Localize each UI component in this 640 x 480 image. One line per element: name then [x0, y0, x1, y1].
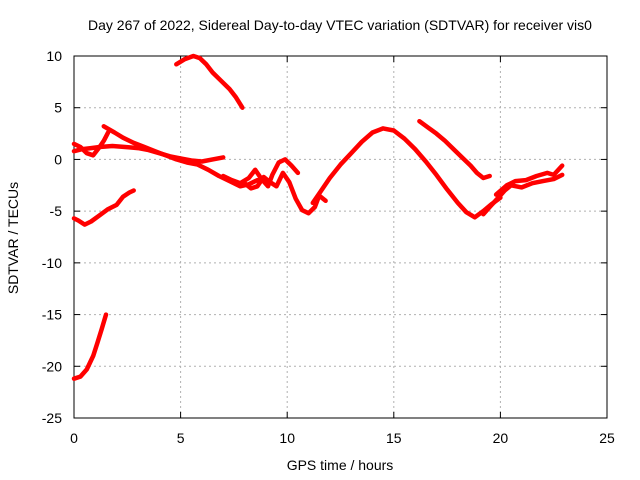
series-track-2 — [71, 188, 136, 227]
x-tick-label: 0 — [70, 430, 78, 446]
chart-title: Day 267 of 2022, Sidereal Day-to-day VTE… — [88, 17, 592, 33]
series-track-7 — [220, 157, 301, 189]
x-tick-label: 15 — [386, 430, 402, 446]
data-series — [71, 53, 565, 381]
series-track-5 — [101, 124, 260, 189]
y-tick-label: -10 — [42, 255, 62, 271]
series-track-3 — [71, 130, 111, 158]
y-tick-label: 10 — [46, 48, 62, 64]
plot-frame — [73, 55, 608, 419]
x-tick-label: 25 — [599, 430, 615, 446]
y-tick-label: -5 — [50, 203, 63, 219]
x-axis-label: GPS time / hours — [287, 457, 394, 473]
y-tick-label: -15 — [42, 307, 62, 323]
x-tick-label: 20 — [493, 430, 509, 446]
x-tick-label: 5 — [177, 430, 185, 446]
y-tick-label: 5 — [54, 100, 62, 116]
x-tick-label: 10 — [279, 430, 295, 446]
series-track-9 — [310, 126, 503, 220]
y-tick-label: -20 — [42, 358, 62, 374]
series-track-12 — [493, 163, 565, 197]
series-track-1 — [71, 312, 109, 381]
series-track-10 — [417, 118, 492, 181]
series-track-6 — [174, 53, 245, 110]
y-axis-label: SDTVAR / TECUs — [5, 182, 21, 294]
y-tick-labels: 10 5 0 -5 -10 -15 -20 -25 — [42, 48, 62, 426]
axis-ticks — [73, 55, 608, 419]
grid — [74, 56, 607, 418]
y-tick-label: -25 — [42, 410, 62, 426]
series-track-11 — [481, 172, 565, 217]
series-track-8 — [242, 170, 328, 216]
x-tick-labels: 0 5 10 15 20 25 — [70, 430, 615, 446]
y-tick-label: 0 — [54, 151, 62, 167]
